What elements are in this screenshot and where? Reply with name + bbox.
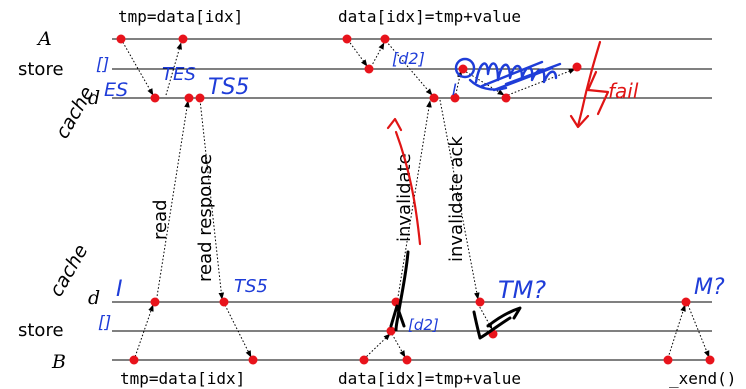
cache-b-label: cache <box>45 241 92 301</box>
thread-b-label: B <box>51 351 66 373</box>
scribble-strike <box>454 57 562 92</box>
read-message-arrow <box>155 100 190 304</box>
store-a-value-annotation: [] <box>96 55 109 75</box>
ack-scribble <box>472 310 512 340</box>
event-dots <box>116 34 715 365</box>
state-ts5-bottom-annotation: TS5 <box>234 276 268 297</box>
read-response-label: read response <box>195 154 216 282</box>
cache-b-state-annotation: I <box>116 277 123 302</box>
invalidate-strike <box>394 130 422 246</box>
state-tes-annotation: TES <box>162 64 196 85</box>
read-response-arrow <box>199 99 225 300</box>
state-ts5-top-annotation: TS5 <box>208 75 249 100</box>
cache-a-d-label: d <box>88 87 100 109</box>
cache-b-d-label: d <box>88 287 100 309</box>
state-es-annotation: ES <box>104 79 128 101</box>
store-a-label: store <box>18 59 64 80</box>
fail-annotation: fail <box>569 40 639 129</box>
cache-a-state-annotation: I <box>452 80 457 99</box>
top-write-code: data[idx]=tmp+value <box>338 7 521 26</box>
invalidate-emphasis <box>394 250 410 332</box>
fail-label: fail <box>608 79 639 103</box>
state-m-annotation: M? <box>694 275 725 300</box>
store-b-value-annotation: [] <box>98 313 111 333</box>
bottom-end-code: _xend() <box>669 369 736 388</box>
state-tm-annotation: TM? <box>498 276 546 304</box>
invalidate-label: invalidate <box>394 153 415 242</box>
bottom-read-code: tmp=data[idx] <box>120 369 245 388</box>
store-b-write-annotation: [d2] <box>408 316 439 334</box>
invalidate-ack-arrow <box>439 99 480 300</box>
cache-a-label: cache <box>51 83 98 143</box>
invalidate-ack-label: invalidate ack <box>446 136 467 262</box>
bottom-write-code: data[idx]=tmp+value <box>338 369 521 388</box>
store-a-write-annotation: [d2] <box>392 49 425 68</box>
store-b-label: store <box>18 320 64 341</box>
thread-b-arrows <box>133 303 710 361</box>
read-message-label: read <box>150 199 171 240</box>
top-read-code: tmp=data[idx] <box>118 7 243 26</box>
thread-a-label: A <box>36 28 52 50</box>
